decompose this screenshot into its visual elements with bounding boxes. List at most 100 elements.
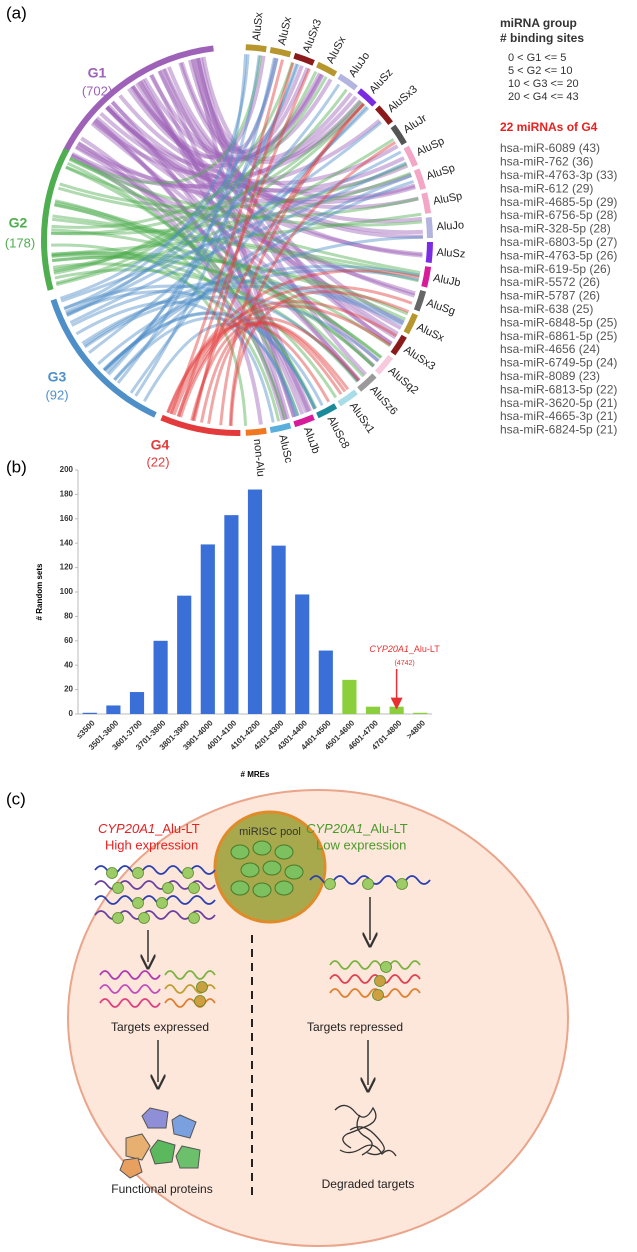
segment-label: AluSx3 — [386, 83, 420, 115]
mirna: hsa-miR-6861-5p (25) — [500, 329, 617, 343]
chord — [191, 58, 297, 418]
chord — [88, 106, 370, 354]
chord — [103, 235, 424, 372]
chord — [93, 118, 309, 414]
segment-label: AluSx1 — [347, 400, 377, 435]
y-tick-label: 120 — [60, 563, 74, 572]
segment-arc — [403, 145, 418, 168]
chord — [161, 68, 399, 336]
segment-arc — [316, 403, 338, 419]
mirna: hsa-miR-6824-5p (21) — [500, 423, 617, 437]
rna — [329, 974, 421, 984]
chord — [149, 73, 290, 420]
y-tick-label: 200 — [60, 465, 74, 474]
segment-label: AluJb — [301, 425, 322, 455]
segment-arc — [375, 355, 393, 375]
chord — [99, 111, 405, 193]
chord — [97, 268, 420, 365]
chord — [83, 264, 420, 347]
chord — [176, 285, 413, 417]
chord — [51, 253, 338, 399]
chord — [158, 69, 313, 412]
segment-label: AluSz — [436, 247, 465, 261]
mirna: hsa-miR-3620-5p (21) — [500, 396, 617, 410]
segment-arc — [357, 373, 377, 392]
segment-label: AluSc8 — [325, 414, 352, 450]
chord — [51, 228, 391, 348]
mirisc — [240, 862, 260, 878]
right-state: Low expression — [316, 837, 406, 852]
segment-label: AluSp — [425, 162, 457, 183]
pool-label: miRISC pool — [239, 826, 301, 838]
y-tick-label: 40 — [64, 660, 73, 669]
gene-suffix: _Alu-LT — [154, 821, 200, 836]
chord — [66, 63, 300, 317]
chord — [57, 186, 419, 219]
segment-arc — [337, 389, 358, 407]
right-targets: Targets repressed — [307, 1020, 403, 1034]
chord — [75, 119, 381, 190]
legend-row: 10 < G3 <= 20 — [508, 78, 579, 90]
chord — [178, 62, 304, 154]
segment-arc — [269, 46, 292, 58]
rna — [99, 998, 161, 1008]
mirna: hsa-miR-5572 (26) — [500, 275, 600, 289]
chord — [51, 251, 406, 321]
chord — [68, 158, 423, 227]
segment-arc — [425, 217, 433, 239]
chord — [129, 85, 419, 210]
bar — [389, 706, 404, 714]
chord — [75, 300, 275, 423]
chord — [134, 57, 276, 397]
left-title: CYP20A1_Alu-LT — [98, 821, 200, 836]
chord — [66, 121, 383, 317]
mirisc — [252, 882, 272, 898]
rna — [329, 960, 421, 970]
mirisc — [156, 897, 168, 909]
chord — [198, 57, 393, 346]
mirisc — [362, 878, 374, 890]
segment-arc — [375, 105, 393, 125]
chord — [137, 80, 376, 368]
chord — [69, 55, 263, 185]
chord — [140, 78, 296, 418]
segment-label: AluJo — [436, 219, 464, 233]
mirisc — [374, 975, 386, 987]
chord — [190, 58, 310, 154]
mirisc — [182, 867, 194, 879]
bar — [365, 706, 381, 714]
chord — [149, 73, 325, 160]
segment-arc — [293, 414, 315, 428]
protein — [149, 1139, 176, 1165]
bar — [129, 692, 145, 714]
segment-label: AluSp — [415, 135, 447, 159]
right-title: CYP20A1_Alu-LT — [306, 821, 408, 836]
group-arc — [41, 147, 70, 291]
chord — [65, 289, 317, 410]
chord — [112, 180, 415, 381]
chord — [80, 136, 288, 420]
chord — [105, 72, 322, 169]
mirna: hsa-miR-4763-5p (26) — [500, 248, 617, 262]
group-arc — [62, 45, 214, 154]
group-name: G4 — [151, 437, 170, 453]
chord — [54, 202, 287, 421]
chord — [135, 82, 393, 346]
y-tick-label: 60 — [64, 636, 73, 645]
chord — [51, 76, 328, 229]
chord — [194, 58, 353, 161]
segment-label: AluSx3 — [301, 18, 324, 55]
mirna: hsa-miR-6813-5p (22) — [500, 382, 617, 396]
annotation-gene: CYP20A1 — [369, 644, 409, 654]
group-count: (92) — [45, 387, 68, 402]
group-arc — [160, 414, 241, 436]
mirna: hsa-miR-762 (36) — [500, 155, 593, 169]
chord — [69, 157, 365, 378]
y-tick-label: 20 — [64, 685, 73, 694]
chord — [110, 100, 409, 194]
mirna: hsa-miR-638 (25) — [500, 302, 593, 316]
segment-arc — [293, 52, 315, 66]
bar — [295, 594, 310, 714]
segment-label: AluSx — [276, 15, 294, 46]
